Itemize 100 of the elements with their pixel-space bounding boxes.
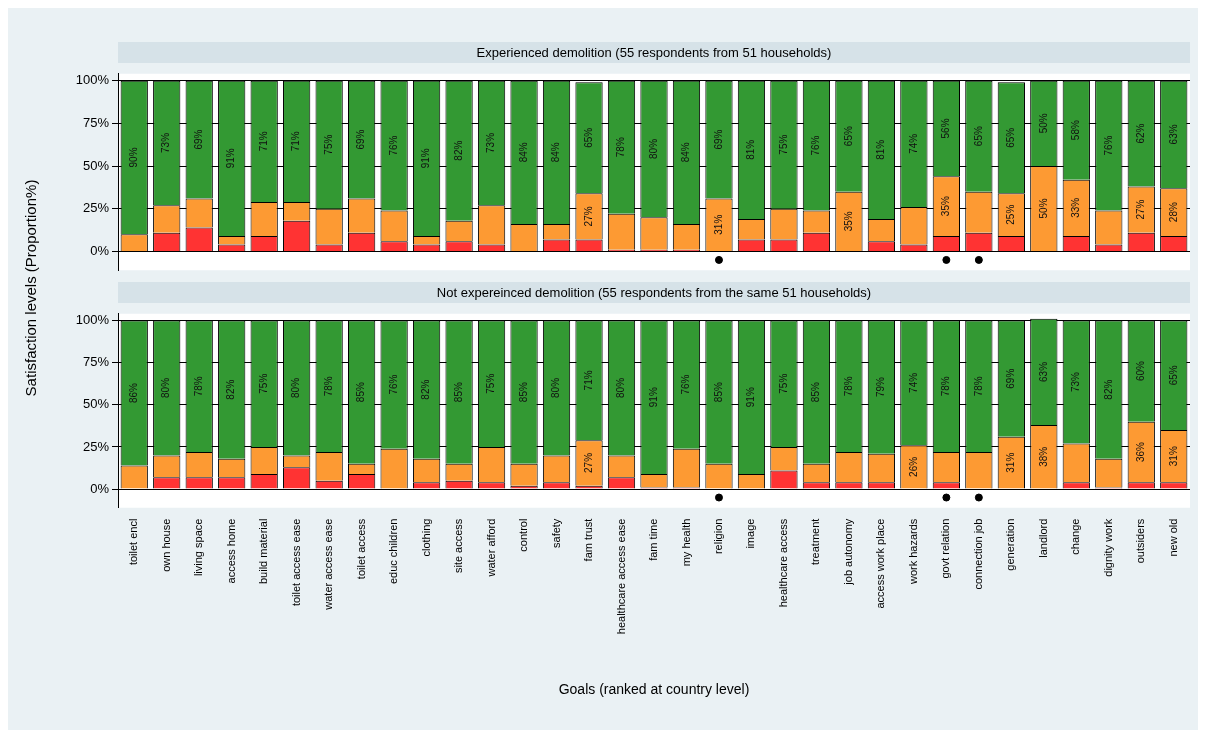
data-label: 76% [1102,135,1114,156]
y-tick-label: 25% [82,438,110,454]
x-tick-label: connection job [971,518,984,590]
y-tick-label: 0% [90,242,110,258]
data-label: 63% [1167,124,1179,145]
x-tick-label: new old [1166,518,1179,557]
y-tick-label: 100% [75,312,110,328]
x-tick-label: toilet access [354,518,367,580]
data-label: 25% [1005,204,1017,225]
data-label: 27% [582,206,594,227]
data-label: 31% [1005,452,1017,473]
data-label: 31% [1167,446,1179,467]
data-label: 65% [1005,127,1017,148]
data-label: 78% [322,376,334,397]
x-tick-label: living space [192,518,205,577]
data-label: 91% [647,387,659,408]
x-tick-label: fam time [647,518,660,561]
x-tick-label: own house [159,518,172,572]
x-tick-label: educ children [387,518,400,585]
x-tick-label: my health [679,518,692,567]
x-tick-label: work hazards [906,518,919,586]
data-label: 85% [810,382,822,403]
data-label: 91% [745,387,757,408]
data-label: 76% [680,374,692,395]
data-label: 73% [1070,371,1082,393]
data-label: 65% [972,126,984,147]
x-tick-label: outsiders [1134,518,1147,564]
data-label: 75% [777,373,789,394]
data-label: 86% [127,382,139,404]
x-tick-label: govt relation [939,518,952,579]
data-label: 69% [192,129,204,150]
data-label: 65% [1167,365,1179,386]
data-label: 80% [647,138,659,159]
data-label: 69% [355,129,367,150]
data-label: 50% [1037,113,1049,134]
data-label: 60% [1135,360,1147,382]
data-label: 75% [257,373,269,394]
x-tick-label: safety [549,518,562,548]
data-label: 80% [290,377,302,398]
data-label: 36% [1135,441,1147,463]
data-label: 78% [842,376,854,397]
data-label: 85% [452,382,464,403]
data-label: 69% [712,129,724,150]
y-tick-label: 50% [82,396,110,412]
data-label: 76% [810,135,822,156]
data-label: 38% [1037,446,1049,467]
data-label: 63% [1037,361,1049,382]
x-tick-label: landlord [1036,518,1049,558]
data-label: 65% [842,126,854,147]
data-label: 85% [517,382,529,403]
data-label: 91% [225,148,237,169]
data-label: 80% [550,377,562,398]
y-tick-label: 100% [75,72,110,88]
data-label: 82% [225,379,237,400]
data-label: 71% [290,131,302,152]
data-label: 73% [485,132,497,153]
data-label: 65% [582,127,594,148]
y-tick-label: 75% [82,114,110,130]
data-label: 78% [940,376,952,397]
data-label: 71% [582,370,594,391]
x-tick-label: control [517,518,530,552]
data-label: 50% [1037,198,1049,219]
data-label: 27% [582,452,594,473]
data-label: 90% [127,147,139,168]
x-axis-title: Goals (ranked at country level) [558,681,750,698]
data-label: 62% [1135,123,1147,144]
data-label: 75% [485,373,497,394]
data-label: 71% [257,131,269,152]
x-tick-label: water afford [484,518,497,578]
x-tick-label: build material [257,518,270,585]
data-label: 82% [420,379,432,400]
data-label: 27% [1135,199,1147,220]
x-tick-label: access home [224,518,237,584]
x-tick-label: water access ease [322,518,335,611]
x-tick-label: site access [452,518,465,574]
data-label: 84% [517,142,529,163]
x-tick-label: toilet encl [127,518,140,566]
x-tick-label: dignity work [1101,518,1114,577]
y-tick-label: 0% [90,480,110,496]
data-label: 74% [907,133,919,154]
data-label: 76% [387,135,399,156]
data-label: 56% [940,118,952,139]
x-tick-label: image [744,518,757,549]
data-label: 26% [907,456,919,477]
chart-title: Experienced demolition (55 respondents from 51 households) [118,42,1190,63]
x-tick-label: clothing [419,518,432,557]
y-axis-title: Satisfaction levels (Proportion%) [21,179,39,397]
x-tick-label: generation [1004,518,1017,571]
x-tick-label: healthcare access ease [614,518,627,635]
data-label: 31% [712,214,724,235]
data-label: 73% [160,132,172,153]
x-tick-label: change [1069,518,1082,555]
data-label: 82% [1102,379,1114,400]
data-label: 85% [712,382,724,403]
data-label: 80% [160,377,172,398]
data-label: 28% [1167,202,1179,223]
data-label: 81% [875,139,887,160]
data-label: 33% [1070,197,1082,218]
x-tick-label: toilet access ease [289,518,302,607]
y-tick-label: 50% [82,157,110,173]
